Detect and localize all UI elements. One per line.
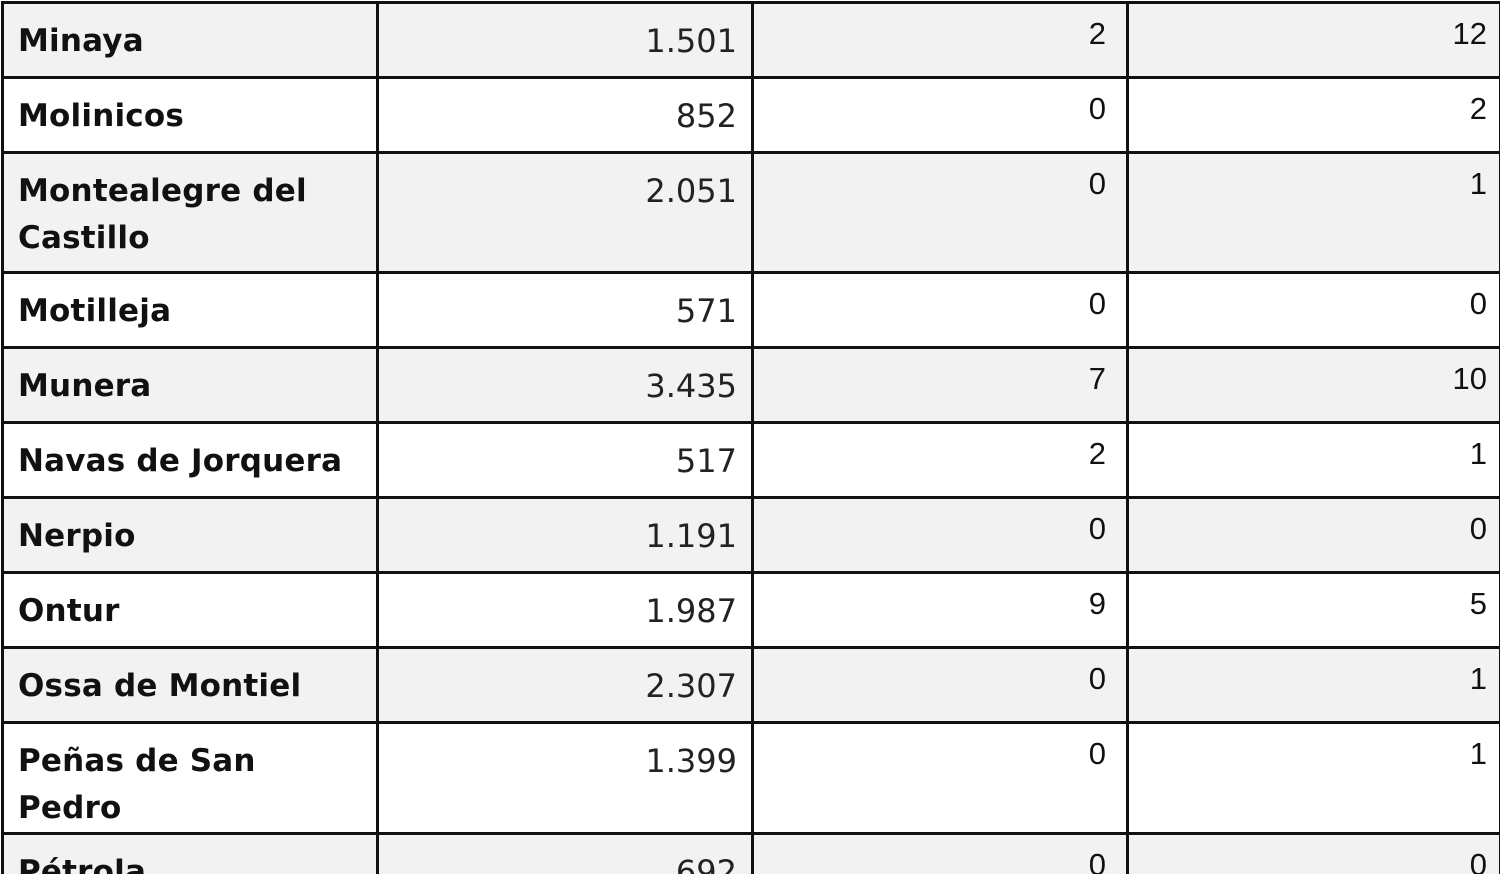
- population-cell: 1.399: [376, 721, 754, 835]
- value-cell-col3: 0: [751, 496, 1129, 574]
- value-cell-col3: 9: [751, 571, 1129, 649]
- table-row: Pétrola 692 0 0: [1, 832, 1500, 874]
- population-cell: 692: [376, 832, 754, 874]
- value-cell-col3: 0: [751, 646, 1129, 724]
- value-cell-col3: 2: [751, 1, 1129, 79]
- population-cell: 2.307: [376, 646, 754, 724]
- table-row: Munera 3.435 7 10: [1, 346, 1500, 424]
- table-row: Minaya 1.501 2 12: [1, 1, 1500, 79]
- municipality-name-cell: Montealegre del Castillo: [1, 151, 379, 274]
- population-cell: 1.191: [376, 496, 754, 574]
- table-row: Montealegre del Castillo 2.051 0 1: [1, 151, 1500, 274]
- municipality-name-cell: Minaya: [1, 1, 379, 79]
- value-cell-col3: 0: [751, 151, 1129, 274]
- municipality-name-cell: Peñas de San Pedro: [1, 721, 379, 835]
- value-cell-col3: 7: [751, 346, 1129, 424]
- table-row: Molinicos 852 0 2: [1, 76, 1500, 154]
- value-cell-col3: 2: [751, 421, 1129, 499]
- value-cell-col4: 12: [1126, 1, 1500, 79]
- municipality-name-cell: Ossa de Montiel: [1, 646, 379, 724]
- value-cell-col4: 1: [1126, 646, 1500, 724]
- value-cell-col4: 0: [1126, 832, 1500, 874]
- table-row: Navas de Jorquera 517 2 1: [1, 421, 1500, 499]
- municipality-name-cell: Molinicos: [1, 76, 379, 154]
- municipality-name-cell: Pétrola: [1, 832, 379, 874]
- table-row: Nerpio 1.191 0 0: [1, 496, 1500, 574]
- value-cell-col3: 0: [751, 832, 1129, 874]
- value-cell-col3: 0: [751, 271, 1129, 349]
- table-row: Peñas de San Pedro 1.399 0 1: [1, 721, 1500, 835]
- table-row: Ontur 1.987 9 5: [1, 571, 1500, 649]
- municipality-name-cell: Navas de Jorquera: [1, 421, 379, 499]
- value-cell-col3: 0: [751, 721, 1129, 835]
- value-cell-col4: 1: [1126, 151, 1500, 274]
- population-cell: 3.435: [376, 346, 754, 424]
- population-cell: 852: [376, 76, 754, 154]
- value-cell-col4: 1: [1126, 421, 1500, 499]
- population-cell: 1.501: [376, 1, 754, 79]
- table-row: Motilleja 571 0 0: [1, 271, 1500, 349]
- population-cell: 571: [376, 271, 754, 349]
- municipality-name-cell: Ontur: [1, 571, 379, 649]
- population-cell: 1.987: [376, 571, 754, 649]
- population-cell: 2.051: [376, 151, 754, 274]
- value-cell-col4: 2: [1126, 76, 1500, 154]
- municipality-name-cell: Munera: [1, 346, 379, 424]
- value-cell-col4: 1: [1126, 721, 1500, 835]
- value-cell-col4: 0: [1126, 271, 1500, 349]
- value-cell-col4: 0: [1126, 496, 1500, 574]
- municipality-name-cell: Motilleja: [1, 271, 379, 349]
- table-row: Ossa de Montiel 2.307 0 1: [1, 646, 1500, 724]
- value-cell-col3: 0: [751, 76, 1129, 154]
- municipality-name-cell: Nerpio: [1, 496, 379, 574]
- value-cell-col4: 5: [1126, 571, 1500, 649]
- population-cell: 517: [376, 421, 754, 499]
- value-cell-col4: 10: [1126, 346, 1500, 424]
